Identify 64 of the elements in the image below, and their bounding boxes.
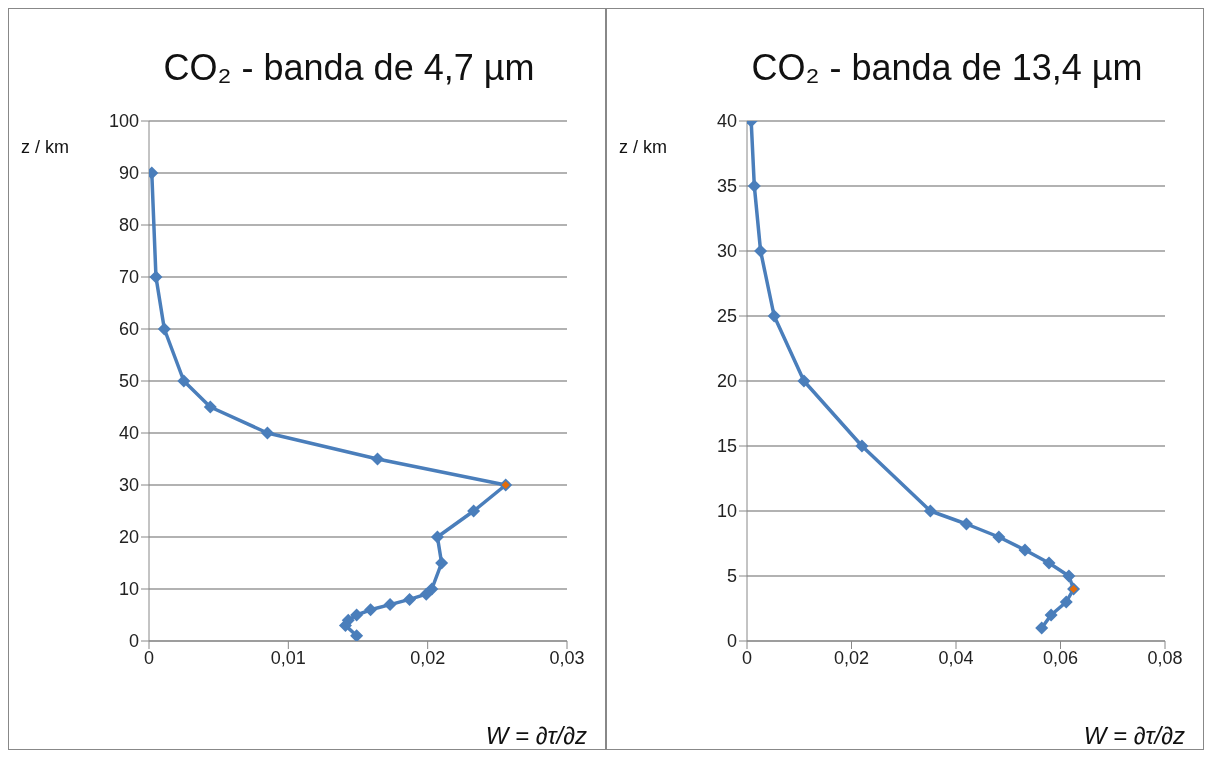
y-tick-label: 35 — [716, 176, 737, 197]
y-axis-title: z / km — [619, 137, 667, 158]
x-tick-label: 0,02 — [410, 647, 446, 668]
y-tick-label: 15 — [716, 436, 737, 457]
y-tick-label: 40 — [118, 423, 139, 444]
y-tick-label: 70 — [118, 267, 139, 288]
y-tick-label: 5 — [726, 566, 737, 587]
x-tick-label: 0 — [143, 647, 155, 668]
point — [430, 530, 444, 544]
y-tick-label: 10 — [118, 579, 139, 600]
y-tick-label: 50 — [118, 371, 139, 392]
point — [797, 374, 811, 388]
point — [1059, 595, 1073, 609]
point — [157, 322, 171, 336]
point — [767, 309, 781, 323]
y-tick-label: 30 — [716, 241, 737, 262]
point — [350, 608, 364, 622]
point — [1035, 621, 1049, 635]
point — [992, 530, 1006, 544]
point — [435, 556, 449, 570]
chart-title: CO₂ - banda de 4,7 µm — [162, 47, 536, 89]
point — [1062, 569, 1076, 583]
y-axis-title: z / km — [21, 137, 69, 158]
point — [260, 426, 274, 440]
point — [177, 374, 191, 388]
y-tick-label: 25 — [716, 306, 737, 327]
x-tick-label: 0,08 — [1147, 647, 1183, 668]
x-tick-label: 0 — [741, 647, 753, 668]
point — [855, 439, 869, 453]
y-tick-label: 90 — [118, 163, 139, 184]
point — [371, 452, 385, 466]
point — [403, 592, 417, 606]
y-tick-label: 30 — [118, 475, 139, 496]
chart-title: CO₂ - banda de 13,4 µm — [750, 47, 1144, 89]
y-tick-label: 0 — [726, 631, 737, 652]
x-tick-label: 0,02 — [833, 647, 870, 668]
point — [754, 244, 768, 258]
point — [467, 504, 481, 518]
point — [1044, 608, 1058, 622]
y-tick-label: 80 — [118, 215, 139, 236]
point — [364, 603, 378, 617]
x-tick-label: 0,04 — [938, 647, 974, 668]
x-axis-title: W = ∂τ/∂z — [485, 722, 587, 750]
point — [747, 179, 761, 193]
y-tick-label: 40 — [716, 111, 737, 132]
x-tick-label: 0,06 — [1042, 647, 1079, 668]
y-tick-label: 0 — [128, 631, 139, 652]
point — [383, 598, 397, 612]
y-tick-label: 20 — [716, 371, 737, 392]
point — [1018, 543, 1032, 557]
point — [149, 270, 163, 284]
y-tick-label: 10 — [716, 501, 737, 522]
point — [923, 504, 937, 518]
y-tick-label: 60 — [118, 319, 139, 340]
point — [1042, 556, 1056, 570]
point — [959, 517, 973, 531]
point — [350, 629, 364, 641]
point — [419, 587, 433, 601]
y-tick-label: 20 — [118, 527, 139, 548]
y-tick-label: 100 — [108, 111, 139, 132]
x-axis-title: W = ∂τ/∂z — [1083, 722, 1185, 750]
x-tick-label: 0,03 — [549, 647, 585, 668]
x-tick-label: 0,01 — [270, 647, 306, 668]
point — [203, 400, 217, 414]
